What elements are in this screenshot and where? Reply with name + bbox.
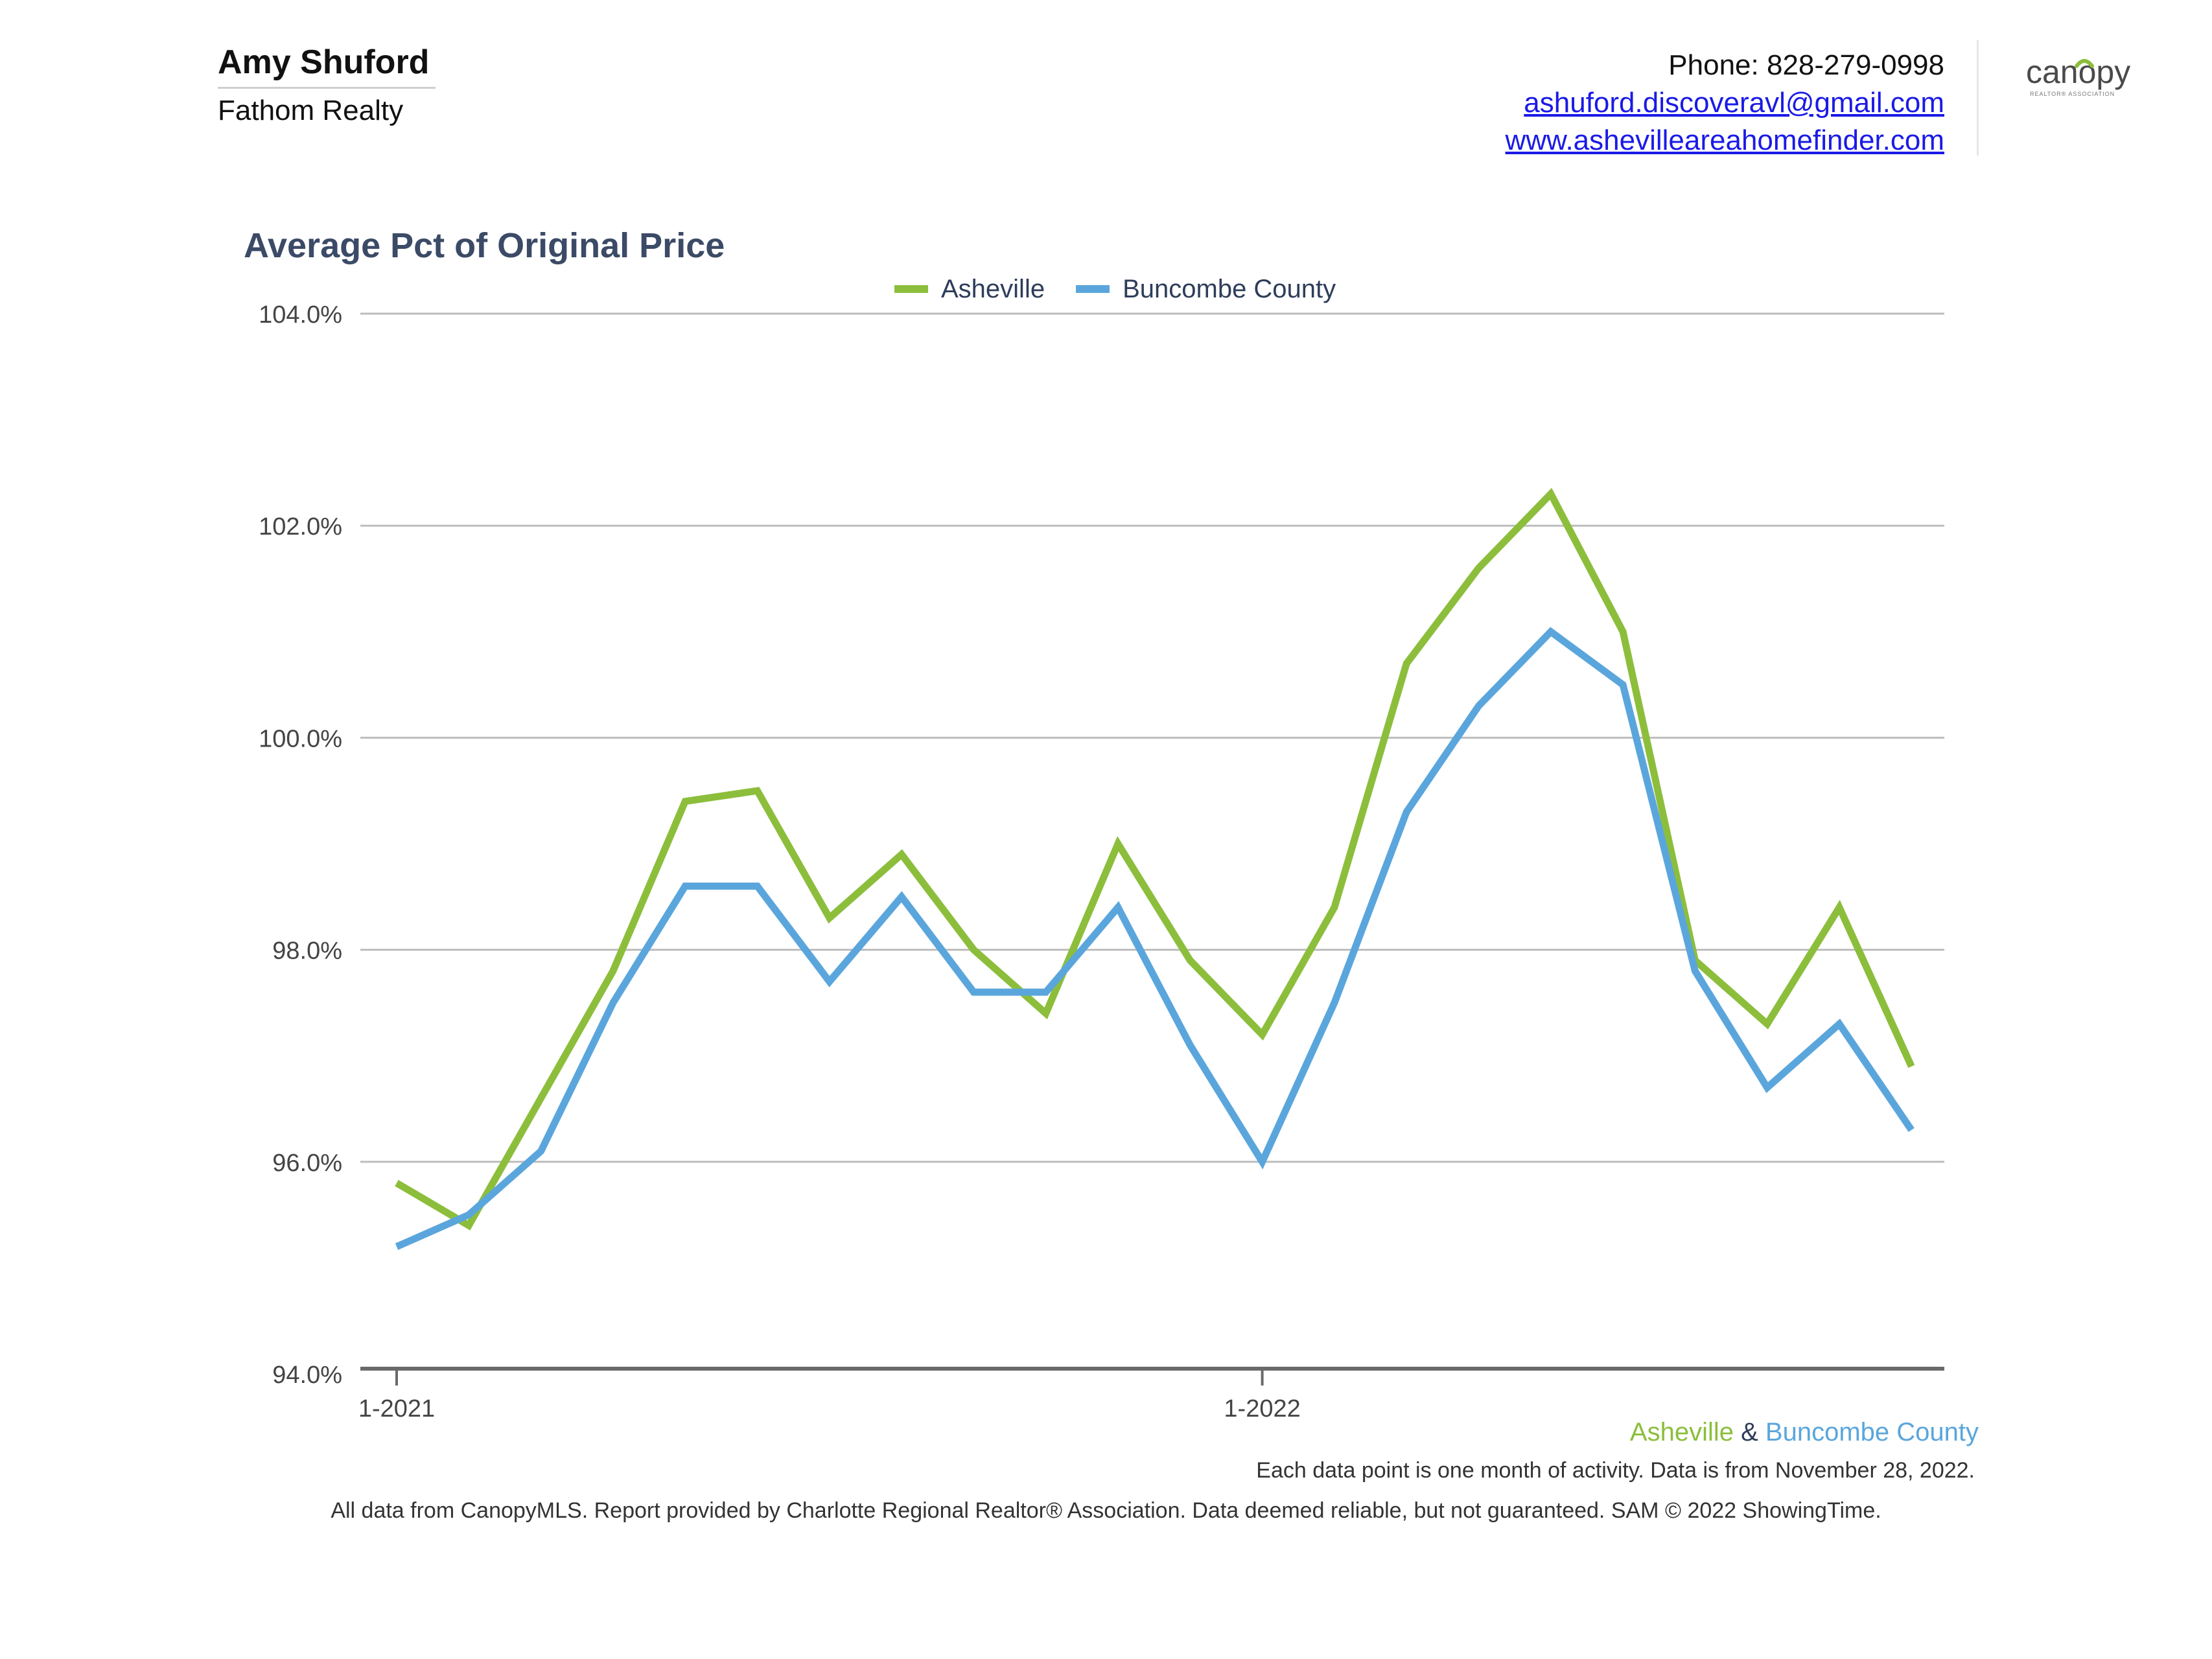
y-tick-label-2: 98.0%: [272, 938, 342, 965]
canopy-logo: canopy REALTOR® ASSOCIATION: [2026, 54, 2130, 97]
contact-block: Phone: 828-279-0998 ashuford.discoveravl…: [1506, 47, 1944, 159]
footer-ampersand: &: [1741, 1418, 1758, 1446]
footer-series-buncombe: Buncombe County: [1765, 1418, 1979, 1446]
logo-text: canopy: [2026, 54, 2130, 90]
y-tick-label-0: 94.0%: [272, 1362, 342, 1389]
agent-company: Fathom Realty: [218, 95, 404, 126]
agent-name-underline: [218, 87, 436, 89]
legend-label-asheville: Asheville: [941, 274, 1045, 303]
x-tick-label-0: 1-2021: [358, 1395, 435, 1422]
legend-item-asheville: Asheville: [894, 275, 1045, 304]
agent-name: Amy Shuford: [218, 43, 430, 81]
y-tick-label-1: 96.0%: [272, 1150, 342, 1177]
header-divider: [1977, 40, 1979, 156]
footer-series-legend: Asheville & Buncombe County: [1630, 1418, 1979, 1447]
footer-series-asheville: Asheville: [1629, 1418, 1734, 1446]
phone-number: Phone: 828-279-0998: [1668, 49, 1944, 81]
data-note: Each data point is one month of activity…: [1256, 1458, 1975, 1483]
legend-label-buncombe: Buncombe County: [1123, 274, 1336, 303]
series-line-buncombe-county: [395, 627, 1915, 1250]
y-tick-label-5: 104.0%: [259, 301, 342, 329]
logo-arch-icon: [2075, 59, 2094, 68]
legend-swatch-asheville: [894, 285, 928, 293]
chart-legend: Asheville Buncombe County: [894, 271, 1367, 307]
x-tick-label-1: 1-2022: [1224, 1395, 1300, 1422]
legend-swatch-buncombe: [1076, 285, 1110, 293]
legend-item-buncombe: Buncombe County: [1076, 275, 1336, 304]
chart-title: Average Pct of Original Price: [244, 226, 725, 265]
email-link[interactable]: ashuford.discoveravl@gmail.com: [1524, 87, 1944, 119]
y-tick-label-4: 102.0%: [259, 513, 342, 540]
logo-subtext: REALTOR® ASSOCIATION: [2030, 91, 2115, 97]
disclaimer: All data from CanopyMLS. Report provided…: [331, 1498, 1881, 1523]
website-link[interactable]: www.ashevilleareahomefinder.com: [1505, 124, 1944, 156]
series-line-asheville: [395, 487, 1915, 1231]
y-tick-label-3: 100.0%: [259, 725, 342, 752]
